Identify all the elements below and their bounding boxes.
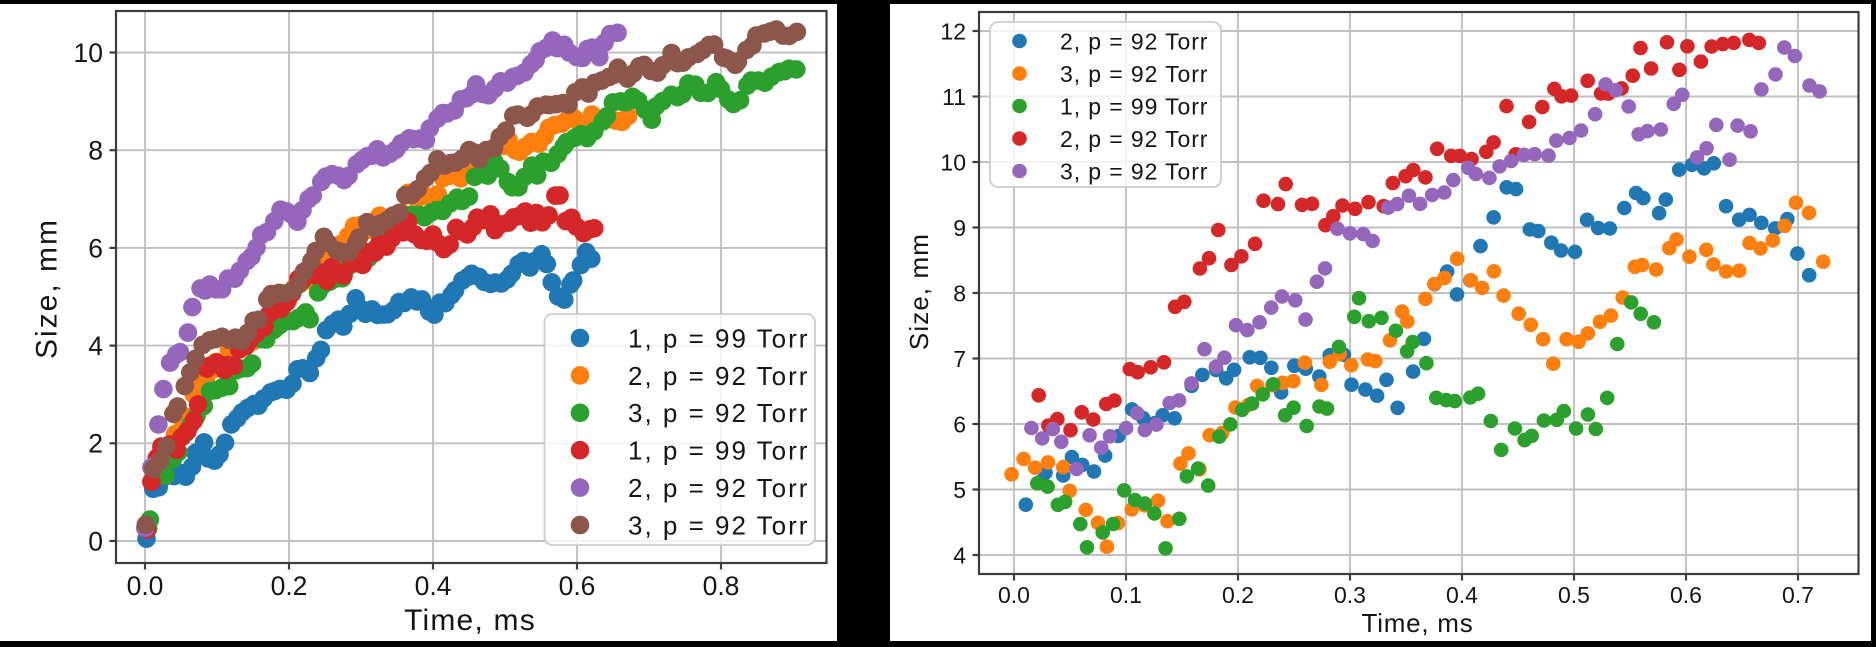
svg-text:2, p = 92 Torr: 2, p = 92 Torr: [628, 361, 809, 391]
svg-text:3, p = 92 Torr: 3, p = 92 Torr: [1060, 158, 1208, 184]
svg-text:11: 11: [942, 84, 966, 110]
svg-text:5: 5: [953, 477, 966, 503]
svg-text:Time, ms: Time, ms: [1362, 608, 1474, 638]
svg-text:4: 4: [88, 331, 103, 361]
svg-text:0.1: 0.1: [1110, 582, 1142, 608]
svg-text:0.2: 0.2: [1222, 582, 1254, 608]
svg-text:10: 10: [74, 38, 103, 68]
svg-text:8: 8: [88, 136, 103, 166]
svg-text:4: 4: [953, 542, 966, 568]
svg-text:0.8: 0.8: [703, 571, 740, 601]
svg-text:9: 9: [953, 215, 966, 241]
svg-text:0: 0: [88, 526, 103, 556]
svg-text:2, p = 92 Torr: 2, p = 92 Torr: [1060, 126, 1208, 152]
svg-text:0.7: 0.7: [1782, 582, 1814, 608]
svg-text:6: 6: [953, 411, 966, 437]
svg-text:8: 8: [953, 280, 966, 306]
svg-text:2: 2: [88, 429, 103, 459]
svg-text:2, p = 92 Torr: 2, p = 92 Torr: [628, 473, 809, 503]
svg-text:3, p = 92 Torr: 3, p = 92 Torr: [628, 398, 809, 428]
svg-text:1, p = 99 Torr: 1, p = 99 Torr: [1060, 93, 1208, 119]
svg-text:0.0: 0.0: [998, 582, 1030, 608]
svg-text:0.5: 0.5: [1558, 582, 1590, 608]
svg-text:7: 7: [953, 346, 966, 372]
svg-text:0.6: 0.6: [1670, 582, 1702, 608]
svg-text:0.3: 0.3: [1334, 582, 1366, 608]
svg-text:Time, ms: Time, ms: [404, 604, 536, 637]
svg-text:Size, mm: Size, mm: [904, 233, 934, 350]
svg-text:6: 6: [88, 233, 103, 263]
svg-text:1, p = 99 Torr: 1, p = 99 Torr: [628, 436, 809, 466]
svg-text:12: 12: [940, 18, 966, 44]
svg-text:0.2: 0.2: [271, 571, 308, 601]
svg-text:1, p = 99 Torr: 1, p = 99 Torr: [628, 323, 809, 353]
svg-text:3, p = 92 Torr: 3, p = 92 Torr: [628, 510, 809, 540]
svg-text:0.6: 0.6: [559, 571, 596, 601]
svg-text:10: 10: [940, 149, 966, 175]
svg-text:Size, mm: Size, mm: [31, 218, 64, 359]
svg-text:0.4: 0.4: [1446, 582, 1478, 608]
svg-text:0.4: 0.4: [415, 571, 452, 601]
svg-text:2, p = 92 Torr: 2, p = 92 Torr: [1060, 28, 1208, 54]
svg-text:0.0: 0.0: [127, 571, 164, 601]
svg-text:3, p = 92 Torr: 3, p = 92 Torr: [1060, 61, 1208, 87]
